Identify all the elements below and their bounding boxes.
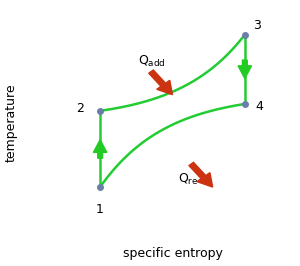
FancyArrow shape	[93, 140, 107, 158]
Text: temperature: temperature	[5, 83, 18, 162]
FancyArrow shape	[238, 60, 251, 78]
Text: 1: 1	[96, 203, 104, 216]
Text: $\mathregular{Q_{re}}$: $\mathregular{Q_{re}}$	[178, 172, 198, 187]
FancyArrow shape	[149, 70, 172, 95]
Text: 3: 3	[253, 19, 261, 32]
FancyArrow shape	[189, 162, 213, 187]
Text: $\mathregular{Q_{add}}$: $\mathregular{Q_{add}}$	[138, 54, 165, 69]
Text: 2: 2	[76, 102, 84, 115]
Text: 4: 4	[256, 100, 263, 113]
Text: specific entropy: specific entropy	[122, 247, 222, 260]
